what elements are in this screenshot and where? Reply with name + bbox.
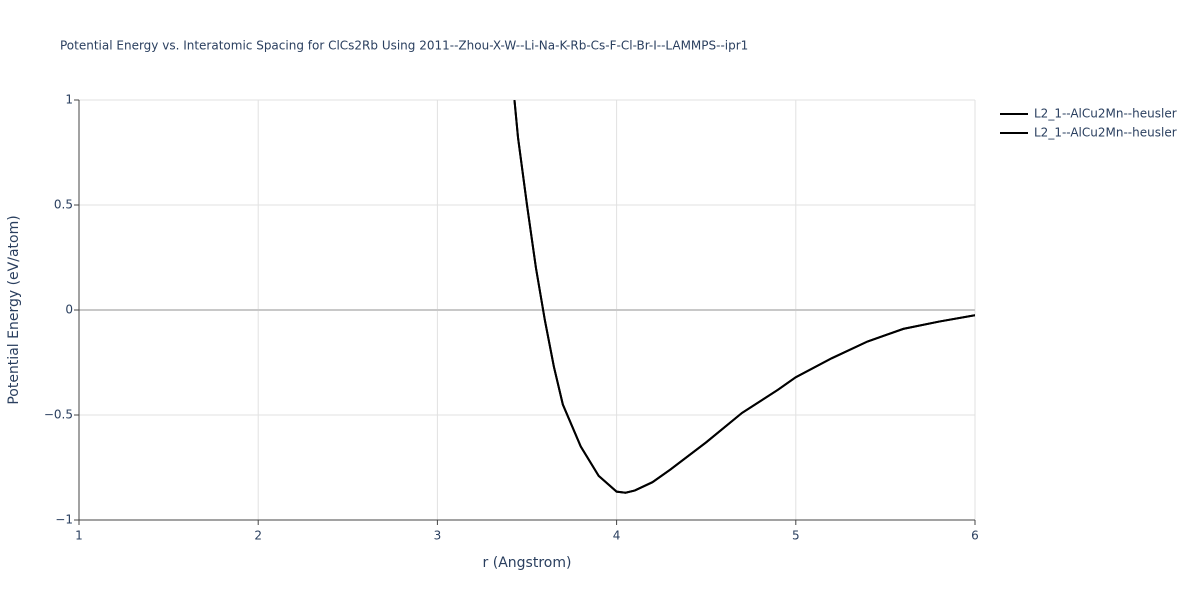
y-tick-label: 1 [65, 93, 73, 107]
x-tick-label: 6 [971, 529, 979, 543]
x-tick-label: 3 [434, 529, 442, 543]
y-tick-label: 0.5 [54, 198, 73, 212]
x-tick-label: 1 [75, 529, 83, 543]
line-series [513, 100, 975, 494]
y-tick-label: −1 [55, 513, 73, 527]
x-tick-label: 4 [613, 529, 621, 543]
legend-label: L2_1--AlCu2Mn--heusler [1034, 126, 1177, 140]
line-series [513, 100, 975, 494]
x-axis-title: r (Angstrom) [483, 555, 572, 571]
y-tick-label: −0.5 [44, 408, 73, 422]
y-axis-title: Potential Energy (eV/atom) [6, 215, 22, 404]
x-tick-label: 5 [792, 529, 800, 543]
y-tick-label: 0 [65, 303, 73, 317]
legend-label: L2_1--AlCu2Mn--heusler [1034, 107, 1177, 121]
chart-title: Potential Energy vs. Interatomic Spacing… [60, 39, 748, 53]
x-tick-label: 2 [254, 529, 262, 543]
